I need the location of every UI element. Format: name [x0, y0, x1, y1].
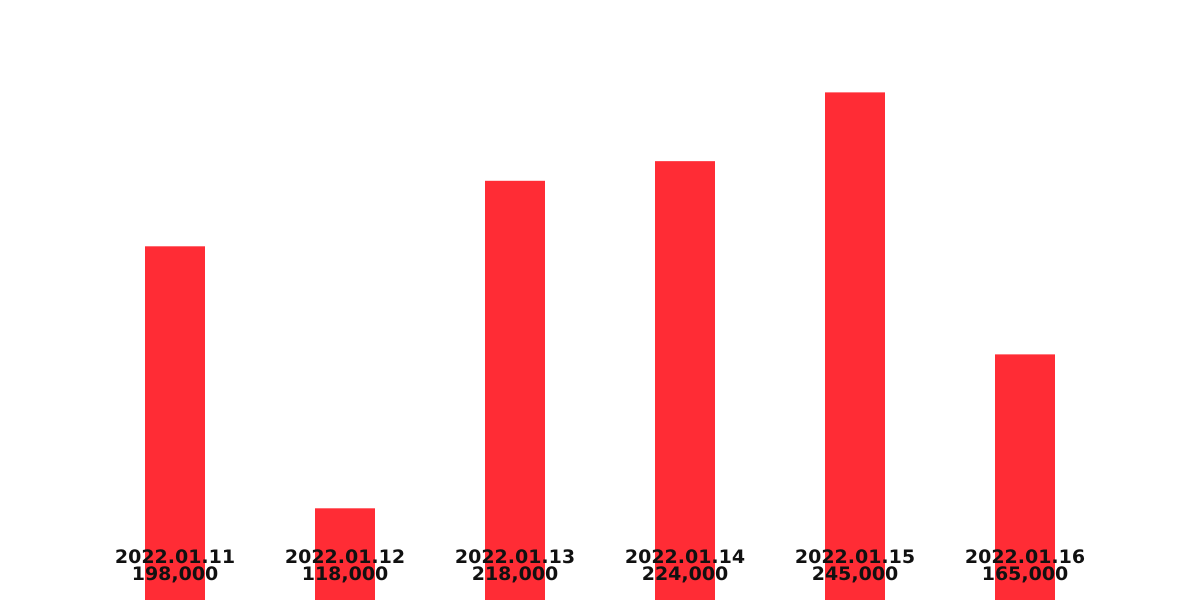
category-label: 2022.01.13 [455, 546, 575, 568]
bar-2022.01.14 [655, 161, 715, 600]
bar-2022.01.13 [485, 180, 545, 600]
value-label: 224,000 [642, 563, 729, 585]
value-label: 118,000 [302, 563, 389, 585]
category-label: 2022.01.12 [285, 546, 405, 568]
bar-2022.01.12 [315, 508, 375, 600]
category-label: 2022.01.16 [965, 546, 1085, 568]
bar-2022.01.16 [995, 354, 1055, 600]
value-label: 245,000 [812, 563, 899, 585]
category-label: 2022.01.15 [795, 546, 915, 568]
value-label: 165,000 [982, 563, 1069, 585]
bar-2022.01.11 [145, 246, 205, 600]
value-label: 198,000 [132, 563, 219, 585]
category-label: 2022.01.11 [115, 546, 235, 568]
value-label: 218,000 [472, 563, 559, 585]
category-label: 2022.01.14 [625, 546, 745, 568]
bar-2022.01.15 [825, 92, 885, 600]
bars-layer [145, 92, 1055, 600]
